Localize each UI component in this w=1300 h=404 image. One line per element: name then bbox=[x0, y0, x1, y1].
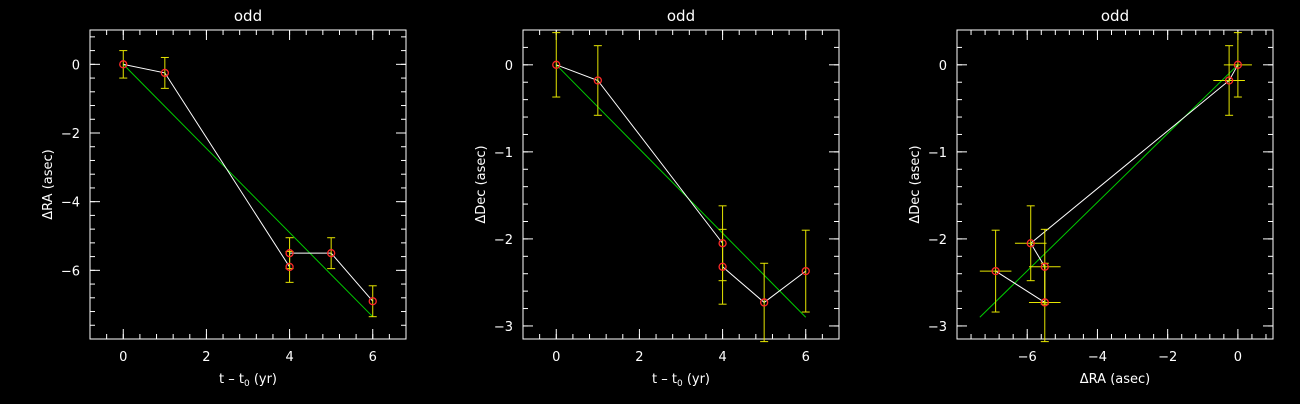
data-point bbox=[593, 76, 602, 85]
x-axis-label: t – t0 (yr) bbox=[219, 372, 277, 389]
x-tick-label: 0 bbox=[552, 350, 560, 365]
y-tick-label: 0 bbox=[505, 59, 513, 74]
y-tick-label: −4 bbox=[61, 196, 80, 211]
data-point bbox=[1026, 239, 1035, 248]
y-tick-label: −2 bbox=[494, 233, 513, 248]
x-tick-label: −2 bbox=[1158, 350, 1177, 365]
y-tick-label: −6 bbox=[61, 264, 80, 279]
x-tick-label: 0 bbox=[1234, 350, 1242, 365]
y-tick-label: −1 bbox=[494, 146, 513, 161]
chart-title: odd bbox=[1101, 7, 1129, 25]
y-tick-label: 0 bbox=[939, 59, 947, 74]
plot-frame bbox=[956, 29, 1274, 340]
x-axis-label: ΔRA (asec) bbox=[1080, 372, 1150, 387]
y-axis-label: ΔDec (asec) bbox=[474, 145, 489, 223]
y-tick-label: −3 bbox=[928, 320, 947, 335]
x-tick-label: 6 bbox=[369, 350, 377, 365]
chart-title: odd bbox=[667, 7, 695, 25]
y-tick-label: −2 bbox=[928, 233, 947, 248]
data-point bbox=[327, 249, 336, 258]
data-point bbox=[1040, 298, 1049, 307]
y-tick-label: −1 bbox=[928, 146, 947, 161]
plot-frame bbox=[89, 29, 407, 340]
data-point bbox=[1224, 76, 1234, 85]
y-tick-label: −3 bbox=[494, 320, 513, 335]
data-point bbox=[552, 60, 561, 69]
data-point bbox=[119, 60, 128, 69]
x-tick-label: 6 bbox=[802, 350, 810, 365]
x-tick-label: 2 bbox=[202, 350, 210, 365]
fit-line bbox=[122, 63, 374, 318]
y-axis-label: ΔDec (asec) bbox=[908, 145, 923, 223]
x-tick-label: 0 bbox=[119, 350, 127, 365]
x-tick-label: 4 bbox=[285, 350, 293, 365]
x-tick-label: 4 bbox=[718, 350, 726, 365]
y-tick-label: −2 bbox=[61, 127, 80, 142]
data-point bbox=[368, 297, 377, 306]
x-tick-label: 2 bbox=[635, 350, 643, 365]
data-point bbox=[285, 262, 294, 272]
plot-frame bbox=[522, 29, 840, 340]
fit-line bbox=[979, 64, 1239, 318]
data-point bbox=[718, 262, 727, 271]
data-point bbox=[1040, 262, 1049, 271]
data-point bbox=[1233, 60, 1243, 69]
data-point bbox=[160, 68, 169, 78]
chart-title: odd bbox=[234, 7, 262, 25]
y-tick-label: 0 bbox=[72, 58, 80, 73]
panel-dra-vs-time: 0 2 4 6 0 −2 −4 −6 odd t – t0 (yr) ΔRA (asec) bbox=[41, 7, 407, 389]
data-point bbox=[760, 298, 769, 307]
panel-ddec-vs-dra: −6 −4 −2 0 0 −1 −2 −3 odd ΔRA (asec) ΔDec (asec) bbox=[908, 7, 1274, 387]
x-tick-label: −4 bbox=[1088, 350, 1107, 365]
y-axis-label: ΔRA (asec) bbox=[41, 149, 56, 219]
data-point bbox=[801, 266, 810, 276]
x-tick-label: −6 bbox=[1018, 350, 1037, 365]
panel-ddec-vs-time: 0 2 4 6 0 −1 −2 −3 odd t – t0 (yr) ΔDec (asec) bbox=[474, 7, 840, 389]
data-point bbox=[991, 266, 1000, 276]
x-axis-label: t – t0 (yr) bbox=[652, 372, 710, 389]
data-point bbox=[718, 239, 727, 248]
data-point bbox=[285, 249, 294, 258]
